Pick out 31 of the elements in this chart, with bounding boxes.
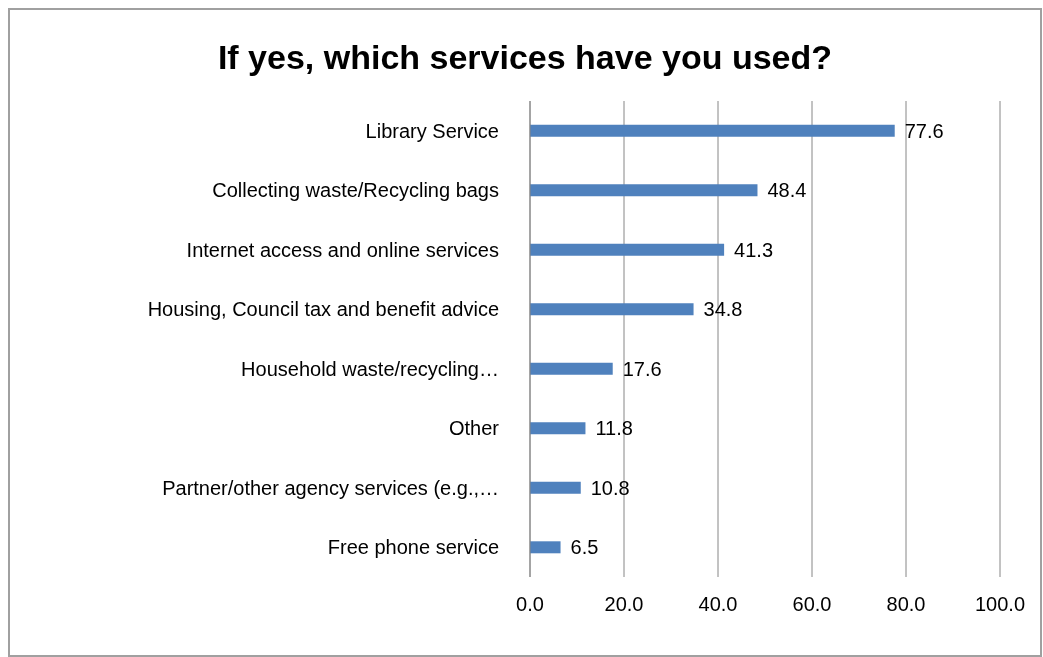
bar xyxy=(530,303,694,316)
x-tick-label: 0.0 xyxy=(516,593,544,616)
bar xyxy=(530,362,613,375)
x-tick-label: 20.0 xyxy=(604,593,644,616)
data-label: 6.5 xyxy=(570,536,599,559)
data-label: 17.6 xyxy=(622,357,662,380)
y-tick-label: Collecting waste/Recycling bags xyxy=(212,179,499,202)
y-tick-label: Partner/other agency services (e.g.,… xyxy=(162,476,499,499)
bar xyxy=(530,481,581,494)
bar xyxy=(530,243,725,256)
y-tick-label: Housing, Council tax and benefit advice xyxy=(147,298,499,321)
x-tick-label: 80.0 xyxy=(886,593,926,616)
data-label: 48.4 xyxy=(767,179,807,202)
bar xyxy=(530,124,895,137)
chart-title: If yes, which services have you used? xyxy=(216,38,834,77)
y-tick-label: Household waste/recycling… xyxy=(241,357,499,380)
bar xyxy=(530,184,758,197)
bar xyxy=(530,541,561,554)
data-label: 77.6 xyxy=(904,119,944,142)
x-tick-label: 60.0 xyxy=(792,593,832,616)
y-tick-label: Internet access and online services xyxy=(186,238,499,261)
y-tick-label: Other xyxy=(448,417,500,440)
data-label: 11.8 xyxy=(595,417,633,440)
y-tick-label: Free phone service xyxy=(327,536,499,559)
data-label: 41.3 xyxy=(734,238,774,261)
data-label: 10.8 xyxy=(590,476,630,499)
data-label: 34.8 xyxy=(703,298,743,321)
bar xyxy=(530,422,586,435)
x-tick-label: 40.0 xyxy=(698,593,738,616)
x-tick-label: 100.0 xyxy=(974,593,1026,616)
y-tick-label: Library Service xyxy=(365,119,499,142)
